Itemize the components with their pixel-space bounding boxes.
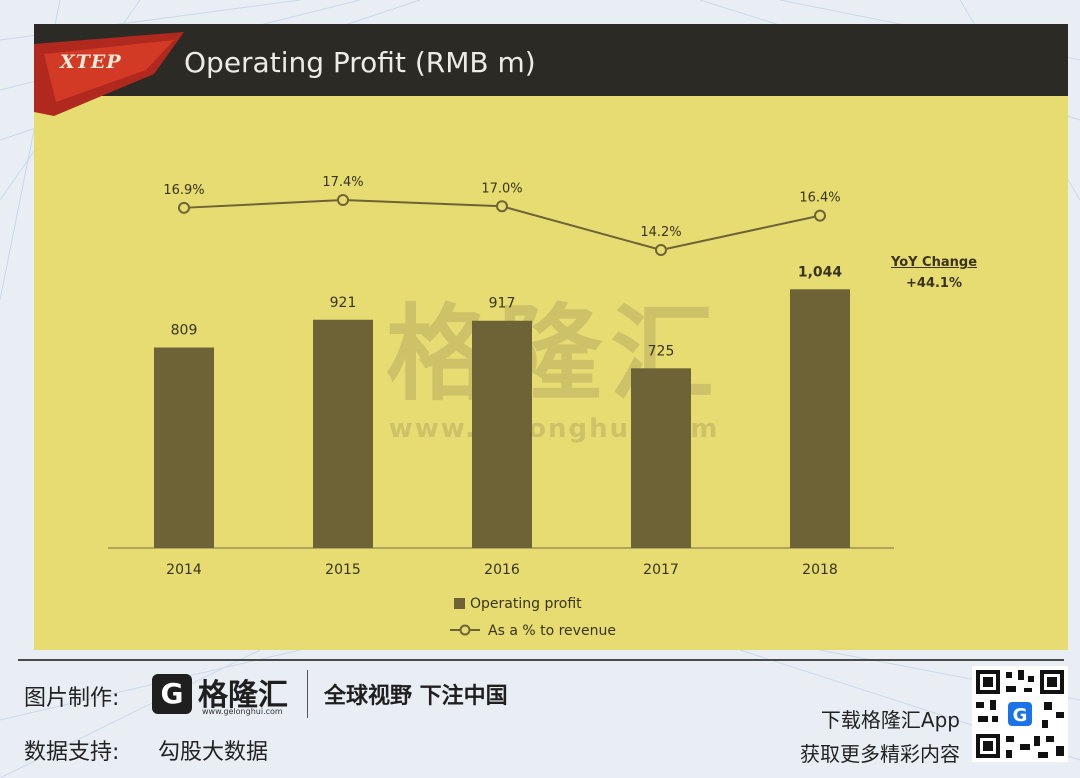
yoy-label: YoY Change	[890, 255, 978, 270]
brand-mark-letter: G	[160, 677, 184, 710]
qr-code-icon[interactable]: G	[972, 666, 1068, 762]
bar-label-2015: 921	[330, 295, 357, 311]
x-tick-2017: 2017	[643, 562, 679, 578]
download-line-2: 获取更多精彩内容	[800, 742, 960, 766]
brand-logo: XTEP	[34, 24, 194, 116]
brand-mark-icon: G	[152, 674, 192, 714]
yoy-value: +44.1%	[906, 276, 962, 291]
operating-profit-chart: 809 2014 921 2015 917 2016 725 2017 1,044 2018 16.…	[108, 175, 894, 639]
pct-point-2014	[178, 201, 190, 214]
download-line-1: 下载格隆汇App	[820, 708, 960, 732]
bar-label-2016: 917	[489, 296, 516, 312]
bar-2015	[313, 319, 373, 548]
bar-label-2017: 725	[648, 343, 675, 359]
slide-title: Operating Profit (RMB m)	[184, 46, 536, 79]
legend-label-pct-revenue: As a % to revenue	[488, 623, 616, 639]
footer-separator	[307, 670, 308, 718]
legend-swatch-marker	[459, 624, 471, 636]
made-by-label: 图片制作:	[24, 686, 120, 711]
footer-slogan: 全球视野 下注中国	[324, 684, 508, 709]
x-tick-2016: 2016	[484, 562, 520, 578]
svg-text:G: G	[1013, 705, 1028, 726]
pct-label-2017: 14.2%	[640, 225, 681, 240]
bar-label-2014: 809	[171, 323, 198, 339]
footer: 图片制作: G 格隆汇 www.gelonghui.com 全球视野 下注中国 …	[0, 650, 1080, 778]
bar-label-2018: 1,044	[798, 264, 843, 280]
x-tick-2014: 2014	[166, 562, 202, 578]
footer-brand-url: www.gelonghui.com	[202, 707, 283, 716]
slide: XTEP Operating Profit (RMB m) 格隆汇 www.ge…	[34, 24, 1068, 650]
pct-point-2018	[814, 209, 826, 222]
pct-point-2016	[496, 200, 508, 213]
x-tick-2018: 2018	[802, 562, 838, 578]
footer-divider	[18, 659, 1064, 661]
data-support-label: 数据支持:	[24, 740, 120, 765]
pct-label-2018: 16.4%	[799, 191, 840, 206]
bar-2017	[631, 368, 691, 548]
pct-label-2016: 17.0%	[481, 181, 522, 196]
brand-logo-text: XTEP	[60, 51, 122, 73]
pct-label-2015: 17.4%	[322, 175, 363, 190]
pct-point-2017	[655, 244, 667, 256]
bar-2018	[790, 289, 850, 548]
pct-label-2014: 16.9%	[163, 183, 204, 198]
legend-swatch-bar	[454, 598, 465, 609]
x-tick-2015: 2015	[325, 562, 361, 578]
legend-label-operating-profit: Operating profit	[470, 596, 582, 612]
bar-2014	[154, 347, 214, 548]
logo-swoosh-icon	[34, 32, 184, 116]
data-support-value: 勾股大数据	[158, 740, 269, 765]
yoy-annotation: YoY Change +44.1%	[879, 255, 989, 291]
footer-brand-name: 格隆汇	[198, 678, 288, 713]
pct-point-2015	[337, 194, 349, 206]
slide-header	[34, 24, 1068, 96]
bar-2016	[472, 320, 532, 548]
